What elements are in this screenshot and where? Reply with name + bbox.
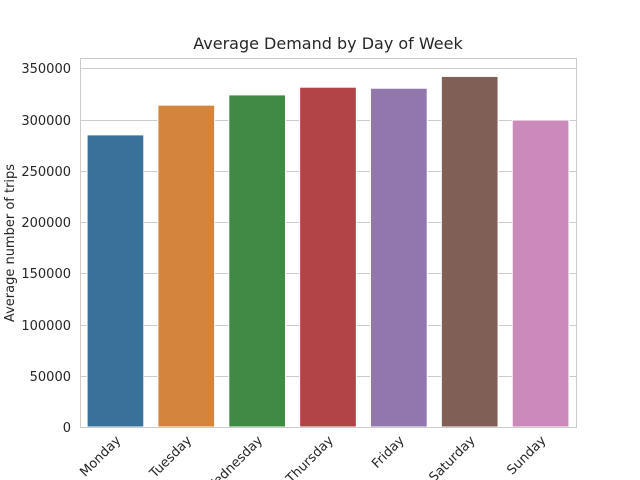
bar-thursday <box>299 86 357 428</box>
y-tick-label-0: 0 <box>63 421 71 436</box>
y-tick-labels: 0 50000 100000 150000 200000 250000 300000 3500… <box>21 62 71 436</box>
y-tick-label-3: 150000 <box>21 267 71 282</box>
x-tick-label-saturday: Saturday <box>427 433 479 480</box>
y-axis-label: Average number of trips <box>3 164 18 322</box>
y-tick-label-6: 300000 <box>21 114 71 129</box>
y-tick-label-5: 250000 <box>21 165 71 180</box>
x-tick-label-friday: Friday <box>369 433 408 472</box>
plot-frame <box>80 58 577 428</box>
x-tick-labels: Monday Tuesday Wednesday Thursday Friday Satu… <box>77 433 549 480</box>
bar-wednesday <box>228 94 286 428</box>
chart-title: Average Demand by Day of Week <box>193 34 463 53</box>
y-tick-label-1: 50000 <box>30 370 71 385</box>
bar-saturday <box>440 75 499 428</box>
bars <box>86 75 570 428</box>
y-tick-label-2: 100000 <box>21 319 71 334</box>
x-tick-label-wednesday: Wednesday <box>202 433 266 480</box>
bar-tuesday <box>157 104 216 428</box>
x-tick-label-sunday: Sunday <box>504 433 549 478</box>
y-tick-label-4: 200000 <box>21 216 71 231</box>
x-tick-label-tuesday: Tuesday <box>146 433 195 480</box>
bar-friday <box>370 87 428 428</box>
bar-monday <box>86 134 145 428</box>
x-tick-label-thursday: Thursday <box>283 433 337 480</box>
x-tick-label-monday: Monday <box>77 433 124 480</box>
bar-sunday <box>511 119 570 428</box>
y-tick-label-7: 350000 <box>21 62 71 77</box>
